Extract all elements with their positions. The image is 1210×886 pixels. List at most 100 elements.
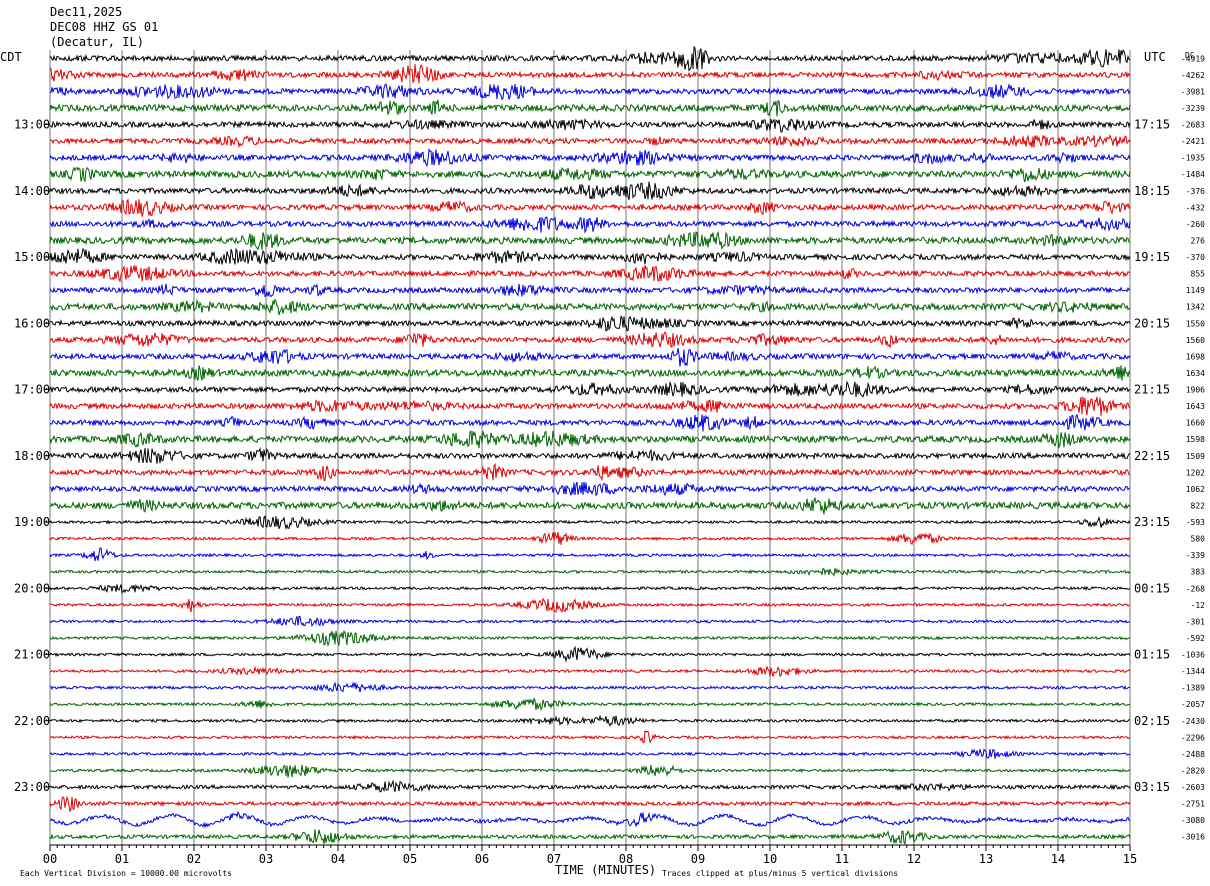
left-timezone-label: CDT <box>0 50 22 64</box>
left-hour-label: 16:00 <box>14 316 50 330</box>
trace-line <box>49 496 1131 515</box>
dc-offset-label: -2751 <box>1181 800 1205 809</box>
trace-line <box>50 567 1131 577</box>
trace-line <box>49 396 1131 416</box>
dc-offset-label: -2421 <box>1181 137 1205 146</box>
x-tick-label: 01 <box>115 852 129 866</box>
dc-offset-label: 822 <box>1191 501 1206 510</box>
dc-offset-label: -4919 <box>1181 54 1205 63</box>
date-label: Dec11,2025 <box>50 5 123 19</box>
left-hour-label: 13:00 <box>14 118 50 132</box>
right-hour-label: 01:15 <box>1134 648 1170 662</box>
trace-line <box>49 583 1131 594</box>
dc-offset-label: -1344 <box>1181 667 1205 676</box>
trace-line <box>49 315 1131 332</box>
trace-line <box>49 810 1131 829</box>
dc-offset-label: 383 <box>1191 568 1206 577</box>
trace-line <box>49 365 1131 381</box>
trace-line <box>49 181 1131 200</box>
trace-line <box>49 795 1131 813</box>
dc-offset-label: -1484 <box>1181 170 1205 179</box>
trace-line <box>49 247 1131 265</box>
dc-offset-label: -370 <box>1186 253 1205 262</box>
left-hour-label: 22:00 <box>14 714 50 728</box>
dc-offset-label: -268 <box>1186 584 1205 593</box>
dc-label: DC <box>1185 51 1195 60</box>
right-hour-label: 17:15 <box>1134 118 1170 132</box>
trace-line <box>49 230 1131 251</box>
dc-offset-label: 1342 <box>1186 303 1205 312</box>
right-hour-label: 22:15 <box>1134 449 1170 463</box>
dc-offset-label: -2603 <box>1181 783 1205 792</box>
trace-layer <box>49 45 1131 845</box>
trace-line <box>49 83 1131 101</box>
right-hour-label: 03:15 <box>1134 780 1170 794</box>
trace-line <box>49 481 1131 497</box>
dc-offset-label: 855 <box>1191 270 1206 279</box>
x-tick-label: 15 <box>1123 852 1137 866</box>
dc-offset-label: 1149 <box>1186 286 1205 295</box>
trace-line <box>49 462 1131 482</box>
dc-offset-label: -2683 <box>1181 121 1205 130</box>
dc-offset-label: -432 <box>1186 203 1205 212</box>
x-axis-label: TIME (MINUTES) <box>555 863 656 877</box>
trace-line <box>49 198 1131 217</box>
dc-offset-label: 1660 <box>1186 419 1205 428</box>
dc-offset-label: 1906 <box>1186 386 1205 395</box>
trace-line <box>49 597 1131 614</box>
left-hour-label: 14:00 <box>14 184 50 198</box>
trace-line <box>49 148 1131 167</box>
trace-line <box>49 298 1131 316</box>
trace-line <box>49 264 1131 284</box>
x-tick-label: 02 <box>187 852 201 866</box>
footer-right-note: Traces clipped at plus/minus 5 vertical … <box>662 869 898 878</box>
left-hour-label: 18:00 <box>14 449 50 463</box>
x-tick-label: 03 <box>259 852 273 866</box>
left-hour-label: 15:00 <box>14 250 50 264</box>
dc-offset-label: 1643 <box>1186 402 1205 411</box>
dc-offset-label: -2430 <box>1181 717 1205 726</box>
dc-offset-label: -3239 <box>1181 104 1205 113</box>
dc-offset-label: -4262 <box>1181 71 1205 80</box>
dc-offset-label: -2057 <box>1181 700 1205 709</box>
dc-offset-label: -301 <box>1186 617 1205 626</box>
location-label: (Decatur, IL) <box>50 35 144 49</box>
dc-offset-label: 1634 <box>1186 369 1205 378</box>
dc-offset-label: -3981 <box>1181 87 1205 96</box>
x-tick-label: 09 <box>691 852 705 866</box>
left-hour-label: 23:00 <box>14 780 50 794</box>
trace-line <box>49 133 1131 149</box>
dc-offset-label: -2488 <box>1181 750 1205 759</box>
trace-line <box>50 117 1131 133</box>
dc-offset-label: 276 <box>1191 236 1206 245</box>
trace-line <box>49 629 1131 647</box>
trace-line <box>49 645 1131 663</box>
trace-line <box>49 216 1131 234</box>
trace-line <box>49 697 1131 712</box>
trace-line <box>49 283 1131 298</box>
right-hour-label: 23:15 <box>1134 515 1170 529</box>
dc-offset-label: 1509 <box>1186 452 1205 461</box>
dc-offset-label: 1698 <box>1186 352 1205 361</box>
x-tick-label: 13 <box>979 852 993 866</box>
trace-line <box>49 729 1131 744</box>
dc-offset-label: 1550 <box>1186 319 1205 328</box>
text-layer: CDT UTC DC TIME (MINUTES) Each Vertical … <box>0 50 1205 878</box>
trace-line <box>49 166 1131 183</box>
right-hour-label: 02:15 <box>1134 714 1170 728</box>
right-hour-label: 19:15 <box>1134 250 1170 264</box>
x-tick-label: 00 <box>43 852 57 866</box>
trace-line <box>49 515 1131 530</box>
dc-offset-label: 1202 <box>1186 468 1205 477</box>
x-tick-label: 11 <box>835 852 849 866</box>
dc-offset-label: -1389 <box>1181 684 1205 693</box>
trace-line <box>49 764 1131 778</box>
dc-offset-label: -3016 <box>1181 833 1205 842</box>
trace-line <box>49 714 1131 727</box>
dc-offset-label: 1598 <box>1186 435 1205 444</box>
dc-offset-label: -2820 <box>1181 766 1205 775</box>
x-tick-label: 05 <box>403 852 417 866</box>
dc-offset-label: 1062 <box>1186 485 1205 494</box>
dc-offset-label: -3080 <box>1181 816 1205 825</box>
trace-line <box>49 615 1131 627</box>
